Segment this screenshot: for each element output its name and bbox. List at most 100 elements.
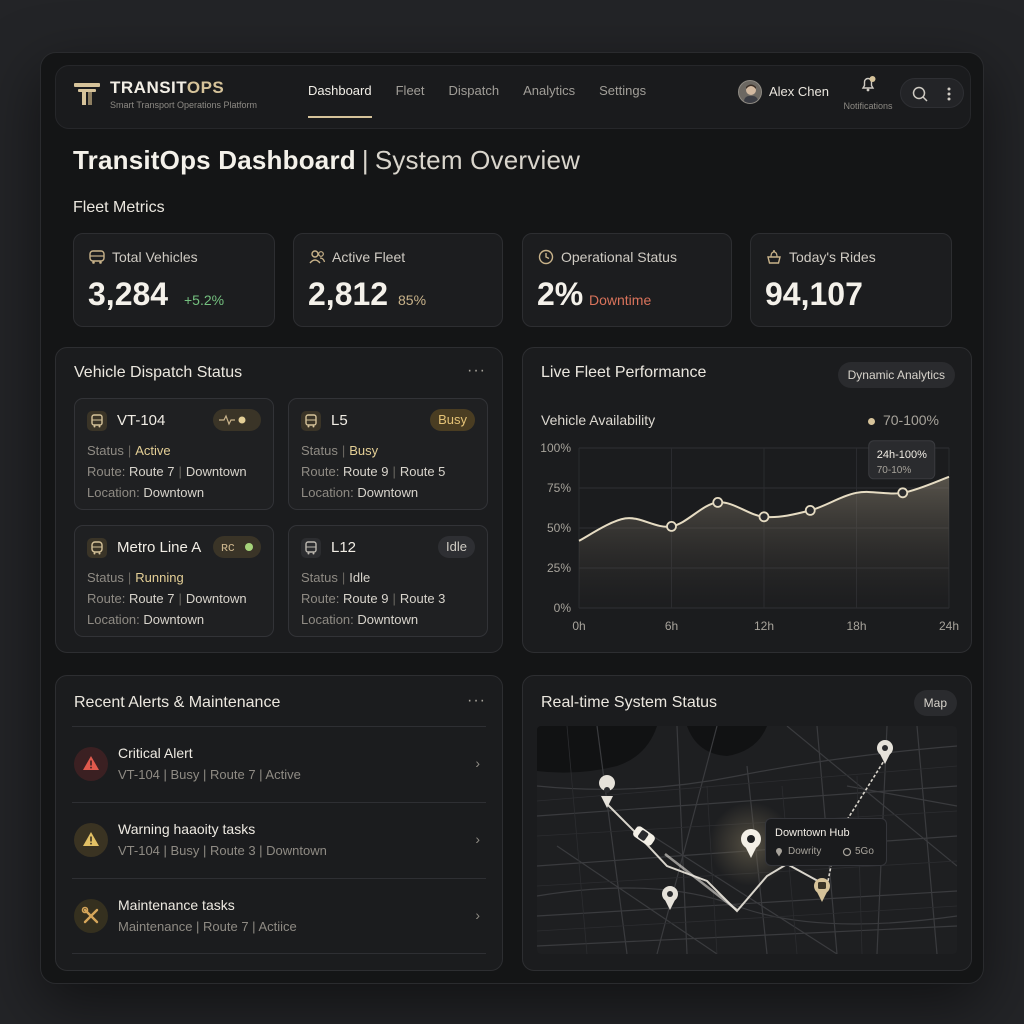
y-tick-label: 75% xyxy=(547,481,571,495)
page-title: TransitOps Dashboard | System Overview xyxy=(73,145,581,175)
bus-icon xyxy=(89,250,105,264)
route-line: Route: Route 9 | Route 3 xyxy=(301,591,446,606)
panel-title: Real-time System Status xyxy=(541,694,718,711)
location-line: Location: Downtown xyxy=(87,485,205,500)
dispatch-card-l12[interactable]: L12 Idle Status | Idle Route: Route 9 | Rout… xyxy=(288,525,488,637)
map-pin-icon[interactable] xyxy=(877,740,893,764)
legend-dot-icon xyxy=(867,417,875,425)
car-icon[interactable] xyxy=(632,825,657,847)
dispatch-card-vt-104[interactable]: VT-104 Status | Active Route: Route 7 | Down… xyxy=(74,398,274,510)
wrench-icon xyxy=(74,899,108,933)
chevron-right-icon[interactable]: › xyxy=(475,907,480,923)
busy-badge: Busy xyxy=(430,409,475,431)
vehicle-name: L12 xyxy=(331,539,357,556)
metric-label: Total Vehicles xyxy=(112,249,198,265)
y-tick-label: 25% xyxy=(547,561,571,575)
alert-title: Warning haaoity tasks xyxy=(118,821,256,837)
route-line: Route: Route 7 | Downtown xyxy=(87,591,247,606)
alert-subtitle: Maintenance | Route 7 | Actiice xyxy=(118,919,297,934)
status-dot-icon xyxy=(245,543,253,551)
dispatch-card-l5[interactable]: L5 Busy Status | Busy Route: Route 9 | Route… xyxy=(288,398,488,510)
x-tick-label: 12h xyxy=(754,619,774,633)
search-icon[interactable] xyxy=(911,85,929,103)
downtown-hub-pin-icon[interactable] xyxy=(741,829,761,858)
chevron-right-icon[interactable]: › xyxy=(475,755,480,771)
nav-analytics[interactable]: Analytics xyxy=(523,83,576,98)
status-line: Status | Idle xyxy=(301,570,371,585)
hub-count: 5Go xyxy=(855,846,874,857)
avatar[interactable] xyxy=(738,80,762,104)
metric-label: Today's Rides xyxy=(789,249,876,265)
notifications-button[interactable]: Notifications xyxy=(838,74,898,111)
more-vertical-icon[interactable] xyxy=(941,85,957,103)
hub-title: Downtown Hub xyxy=(775,827,850,839)
alert-item-warning[interactable]: Warning haaoity tasks VT-104 | Busy | Ro… xyxy=(72,802,486,878)
alert-item-critical[interactable]: Critical Alert VT-104 | Busy | Route 7 |… xyxy=(72,726,486,802)
nav-dispatch[interactable]: Dispatch xyxy=(448,83,500,98)
route-line: Route: Route 9 | Route 5 xyxy=(301,464,446,479)
x-tick-label: 6h xyxy=(665,619,678,633)
bus-icon xyxy=(301,538,321,558)
pulse-icon xyxy=(219,414,246,426)
data-point xyxy=(897,487,909,499)
app-window: TRANSITOPS Smart Transport Operations Pl… xyxy=(40,52,984,984)
notifications-label: Notifications xyxy=(843,101,893,111)
metric-value: 94,107 xyxy=(765,276,863,312)
user-name[interactable]: Alex Chen xyxy=(769,84,829,99)
rides-icon xyxy=(767,250,781,264)
vehicle-name: VT-104 xyxy=(117,412,166,429)
more-options-icon[interactable]: ··· xyxy=(467,692,486,709)
toolbar-actions xyxy=(900,78,964,108)
alert-subtitle: VT-104 | Busy | Route 3 | Downtown xyxy=(118,843,327,858)
status-line: Status | Active xyxy=(87,443,171,458)
alert-title: Critical Alert xyxy=(118,745,193,761)
bus-icon xyxy=(301,411,321,431)
metric-percentage: 85% xyxy=(398,292,427,308)
metric-value: 2% xyxy=(537,276,584,312)
dynamic-analytics-button[interactable]: Dynamic Analytics xyxy=(837,362,955,388)
metric-card-total-vehicles[interactable]: Total Vehicles 3,284 +5.2% xyxy=(73,233,275,327)
map-pin-icon[interactable] xyxy=(662,886,678,910)
dispatch-card-metro-line-a[interactable]: Metro Line A ʀc Status | Running Route: Ro… xyxy=(74,525,274,637)
status-line: Status | Busy xyxy=(301,443,379,458)
train-icon xyxy=(87,538,107,558)
metric-card-operational-status[interactable]: Operational Status 2% Downtime xyxy=(522,233,732,327)
alert-item-maintenance[interactable]: Maintenance tasks Maintenance | Route 7 … xyxy=(72,878,486,954)
metric-card-todays-rides[interactable]: Today's Rides 94,107 xyxy=(750,233,952,327)
metric-value: 2,812 xyxy=(308,276,389,312)
top-navigation-bar: TRANSITOPS Smart Transport Operations Pl… xyxy=(55,65,971,129)
critical-alert-icon xyxy=(74,747,108,781)
availability-chart: 0% 25% 50% 75% 100% 0h 6h 12h 18h 24h 24h-100% 70-1… xyxy=(540,440,959,633)
metric-label: Operational Status xyxy=(561,249,677,265)
metric-change: +5.2% xyxy=(184,292,225,308)
idle-badge: Idle xyxy=(438,536,475,558)
panel-title: Vehicle Dispatch Status xyxy=(74,364,243,381)
city-map[interactable] xyxy=(537,726,957,954)
map-pin-icon[interactable] xyxy=(599,775,616,808)
location-line: Location: Downtown xyxy=(301,612,419,627)
vehicle-dispatch-panel: Vehicle Dispatch Status ··· VT-104 Statu… xyxy=(55,347,503,653)
map-button[interactable]: Map xyxy=(913,690,957,716)
nav-fleet[interactable]: Fleet xyxy=(395,83,425,98)
badge-text: ʀc xyxy=(221,539,235,554)
location-line: Location: Downtown xyxy=(301,485,419,500)
brand-name: TRANSITOPS xyxy=(110,78,225,97)
y-tick-label: 100% xyxy=(540,441,571,455)
metric-card-active-fleet[interactable]: Active Fleet 2,812 85% xyxy=(293,233,503,327)
chevron-right-icon[interactable]: › xyxy=(475,831,480,847)
x-tick-label: 18h xyxy=(846,619,866,633)
chart-subtitle: Vehicle Availability xyxy=(541,412,656,428)
alert-subtitle: VT-104 | Busy | Route 7 | Active xyxy=(118,767,301,782)
alert-title: Maintenance tasks xyxy=(118,897,235,913)
live-fleet-performance-panel: Live Fleet Performance Dynamic Analytics… xyxy=(522,347,972,653)
recent-alerts-panel: Recent Alerts & Maintenance ··· Critical… xyxy=(55,675,503,971)
nav-dashboard[interactable]: Dashboard xyxy=(296,66,384,130)
bus-stop-pin-icon[interactable] xyxy=(814,878,830,902)
panel-title: Live Fleet Performance xyxy=(541,364,707,381)
nav-settings[interactable]: Settings xyxy=(599,83,647,98)
more-options-icon[interactable]: ··· xyxy=(467,362,486,379)
metric-label: Active Fleet xyxy=(332,249,406,265)
data-point xyxy=(758,511,770,523)
downtown-hub-tooltip: Downtown Hub Dowrity 5Go xyxy=(765,818,887,866)
main-nav: Dashboard Fleet Dispatch Analytics Setti… xyxy=(296,66,658,130)
